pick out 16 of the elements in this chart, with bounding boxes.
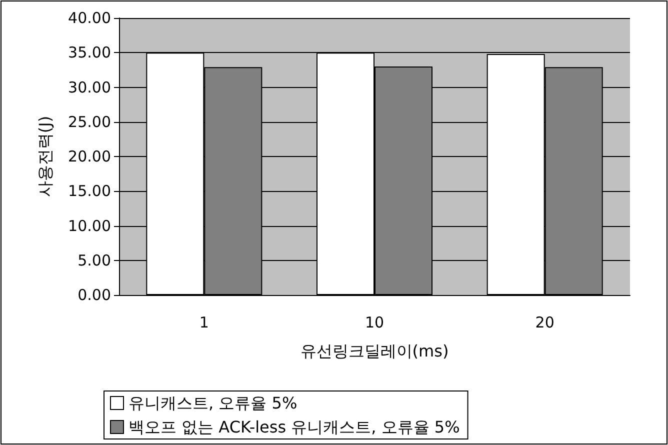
legend-label: 유니캐스트, 오류율 5%	[128, 394, 298, 412]
y-tick-label: 30.00	[68, 78, 111, 96]
y-axis-title: 사용전력(J)	[36, 116, 54, 198]
y-tick-label: 35.00	[68, 44, 111, 62]
x-axis-title: 유선링크딜레이(ms)	[300, 342, 449, 360]
legend-label: 백오프 없는 ACK-less 유니캐스트, 오류율 5%	[128, 418, 460, 436]
y-tick-label: 5.00	[78, 251, 111, 270]
x-tick-label: 10	[364, 314, 384, 332]
y-tick-label: 25.00	[68, 112, 111, 131]
y-tick-label: 0.00	[78, 286, 111, 304]
y-tick-label: 10.00	[68, 216, 111, 235]
x-tick-label: 1	[199, 314, 209, 332]
x-tick-label: 20	[535, 314, 554, 332]
y-tick-label: 20.00	[68, 148, 111, 166]
y-tick-label: 15.00	[68, 182, 111, 200]
y-tick-label: 40.00	[68, 9, 111, 27]
